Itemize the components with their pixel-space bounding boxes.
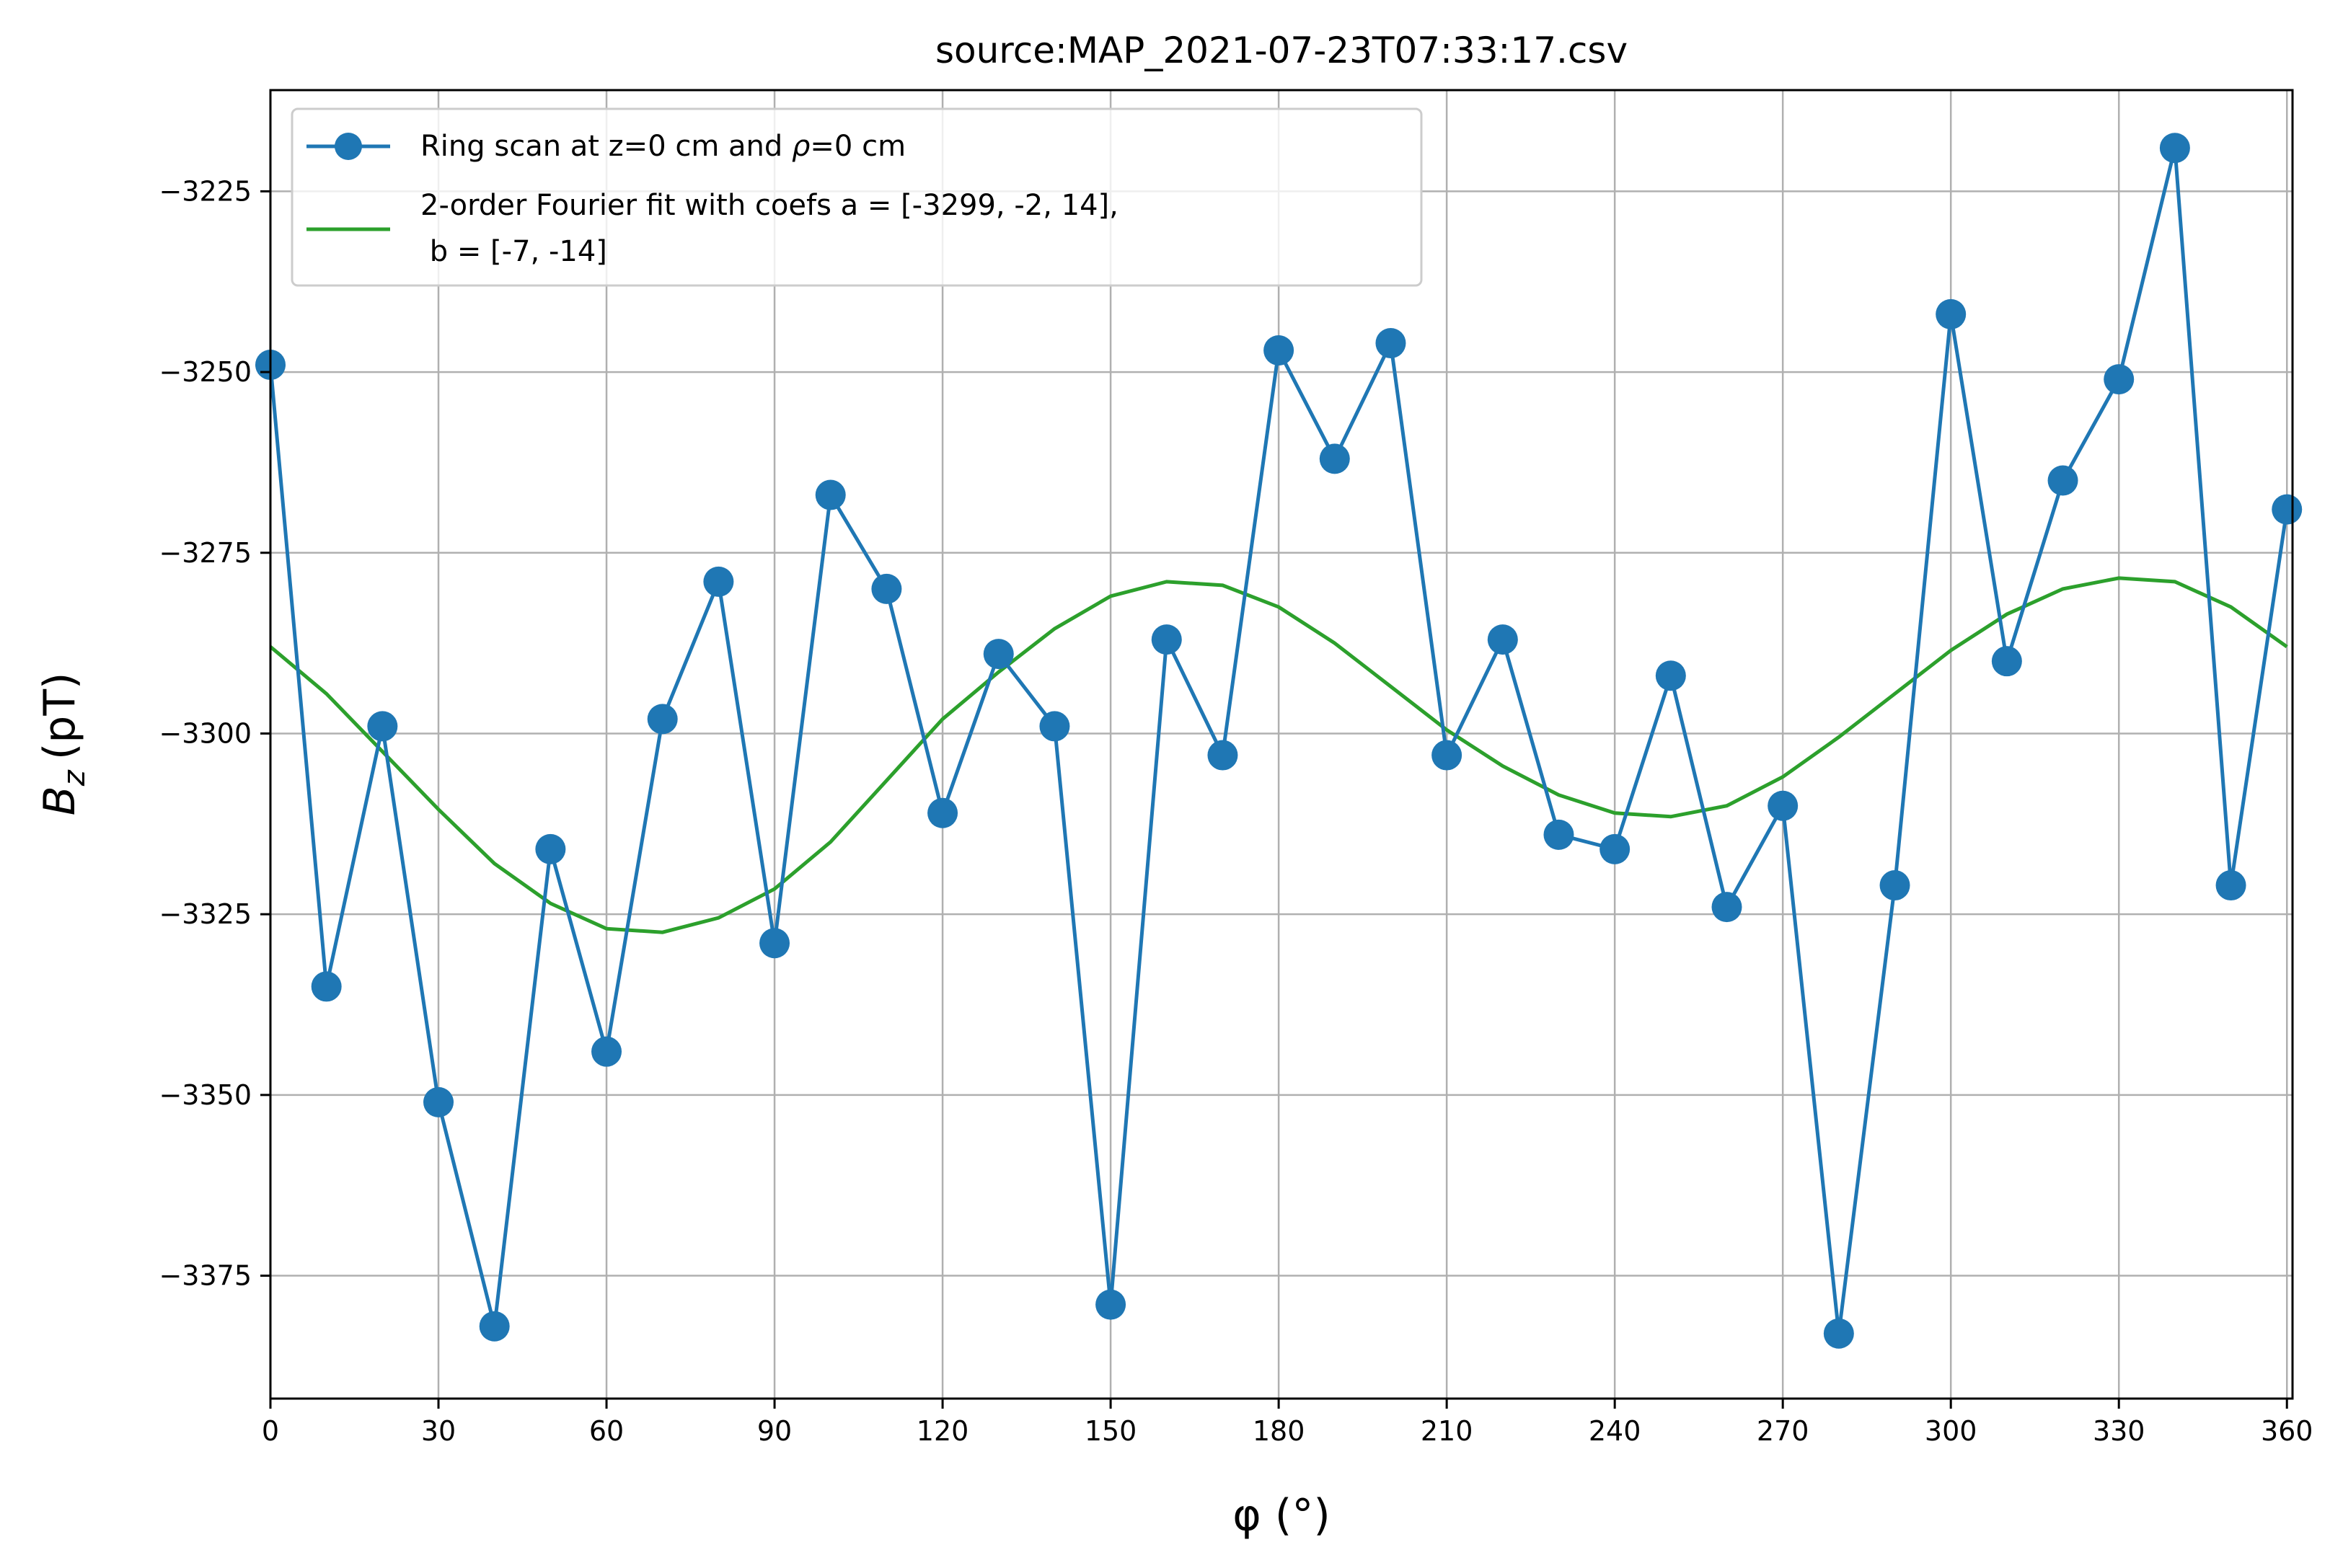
plot-frame: [269, 89, 2294, 1400]
y-tick-label: −3275: [159, 537, 252, 569]
x-tick-label: 180: [1253, 1415, 1305, 1447]
x-tick-label: 60: [589, 1415, 624, 1447]
y-axis-label-subscript: z: [56, 769, 92, 787]
scan-data-point: [983, 639, 1014, 670]
y-tick-label: −3325: [159, 898, 252, 930]
legend-label-fit-line2: b = [-7, -14]: [420, 235, 607, 268]
scan-data-point: [535, 833, 566, 864]
scan-data-point: [1599, 833, 1631, 864]
x-tick-label: 120: [917, 1415, 969, 1447]
y-axis-label: Bz (pT): [35, 673, 92, 816]
legend-box: [291, 107, 1423, 287]
x-tick-label: 0: [262, 1415, 279, 1447]
scan-data-point: [1375, 327, 1406, 358]
scan-data-point: [2104, 364, 2135, 395]
scan-data-point: [1768, 790, 1799, 821]
x-tick-label: 240: [1589, 1415, 1641, 1447]
scan-data-point: [703, 566, 734, 597]
legend-swatch-scan-marker: [335, 133, 362, 160]
x-tick-label: 270: [1757, 1415, 1809, 1447]
scan-data-point: [2272, 494, 2303, 525]
scan-data-point: [1039, 711, 1070, 742]
grid: [269, 90, 2293, 1399]
scan-data-point: [2215, 870, 2246, 901]
x-axis-ticks: 0 30 60 90 120 150 180 210 240 270 300 330 360: [262, 1399, 2313, 1447]
y-tick-label: −3350: [159, 1079, 252, 1111]
scan-data-point: [1319, 443, 1350, 474]
legend-label-fit-line1: 2-order Fourier fit with coefs a = [-329…: [420, 189, 1118, 222]
legend-label-scan: Ring scan at z=0 cm and ρ=0 cm: [420, 130, 906, 163]
scan-data-point: [591, 1036, 622, 1067]
y-axis-ticks: −3375 −3350 −3325 −3300 −3275 −3250 −3225: [159, 175, 270, 1292]
scan-data-point: [871, 573, 902, 604]
scan-data-point: [1151, 624, 1182, 655]
fit-layer: [269, 576, 2288, 934]
scan-data-point: [1936, 298, 1967, 329]
scan-data-point: [1207, 740, 1238, 771]
scan-data-point: [1655, 660, 1686, 691]
x-tick-label: 150: [1085, 1415, 1137, 1447]
scan-data-point: [479, 1311, 510, 1342]
scan-data-point: [1263, 335, 1294, 366]
x-tick-label: 30: [421, 1415, 456, 1447]
x-tick-label: 360: [2261, 1415, 2313, 1447]
scan-data-point: [927, 797, 958, 828]
scan-layer: [255, 133, 2303, 1349]
scan-data-point: [1431, 740, 1462, 771]
chart-title: source:MAP_2021-07-23T07:33:17.csv: [935, 30, 1628, 71]
scan-data-point: [647, 704, 678, 735]
y-axis-label-unit: (pT): [35, 673, 85, 761]
x-tick-label: 330: [2093, 1415, 2145, 1447]
scan-data-point: [423, 1086, 454, 1117]
scan-data-point: [1711, 892, 1742, 923]
scan-data-point: [1991, 646, 2022, 677]
x-axis-label: φ (°): [1232, 1490, 1330, 1541]
y-tick-label: −3375: [159, 1260, 252, 1292]
scan-data-point: [1095, 1289, 1126, 1320]
scan-data-point: [311, 971, 342, 1002]
y-axis-label-symbol: B: [35, 786, 85, 815]
fit-series-line: [269, 576, 2288, 934]
y-tick-label: −3225: [159, 175, 252, 207]
scan-data-point: [367, 711, 398, 742]
scan-data-point: [815, 479, 846, 510]
scan-data-point: [1823, 1318, 1854, 1349]
scan-data-point: [1487, 624, 1518, 655]
x-tick-label: 300: [1925, 1415, 1977, 1447]
y-tick-label: −3300: [159, 717, 252, 749]
scan-data-point: [2047, 465, 2078, 496]
scan-data-point: [759, 928, 790, 959]
x-tick-label: 90: [757, 1415, 792, 1447]
legend-label-scan-suffix: =0 cm: [810, 130, 906, 163]
x-tick-label: 210: [1421, 1415, 1473, 1447]
legend: Ring scan at z=0 cm and ρ=0 cm 2-order F…: [291, 107, 1423, 287]
y-tick-label: −3250: [159, 356, 252, 388]
legend-label-scan-symbol: ρ: [792, 130, 810, 163]
legend-label-scan-prefix: Ring scan at z=0 cm and: [420, 130, 792, 163]
scan-data-point: [2159, 133, 2190, 164]
scan-data-point: [1879, 870, 1910, 901]
scan-data-point: [1543, 819, 1574, 850]
